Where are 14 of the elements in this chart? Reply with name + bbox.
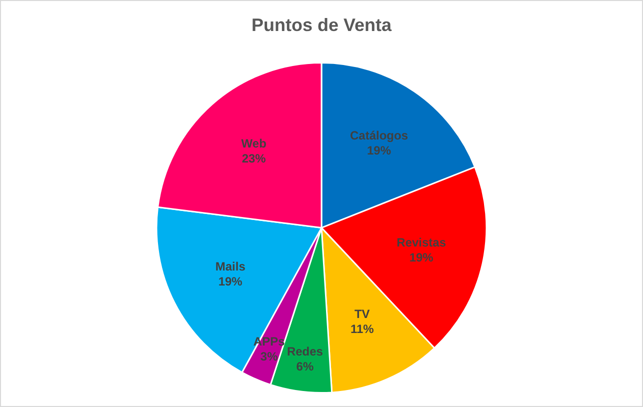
slice-label: Web (241, 136, 266, 151)
slice-label: Catálogos (350, 128, 408, 143)
chart-title: Puntos de Venta (251, 15, 392, 35)
slice-label: TV (354, 307, 370, 322)
data-label: 19% (366, 144, 392, 158)
data-label: 6% (296, 359, 314, 374)
slice-label: Mails (215, 260, 246, 274)
data-label: 19% (218, 274, 243, 289)
data-label: 11% (350, 322, 374, 336)
data-label: 3% (260, 349, 278, 364)
data-label: 19% (409, 250, 434, 265)
slice-label: Revistas (396, 236, 446, 250)
slice-label: Redes (286, 344, 324, 358)
data-label: 23% (242, 152, 266, 166)
